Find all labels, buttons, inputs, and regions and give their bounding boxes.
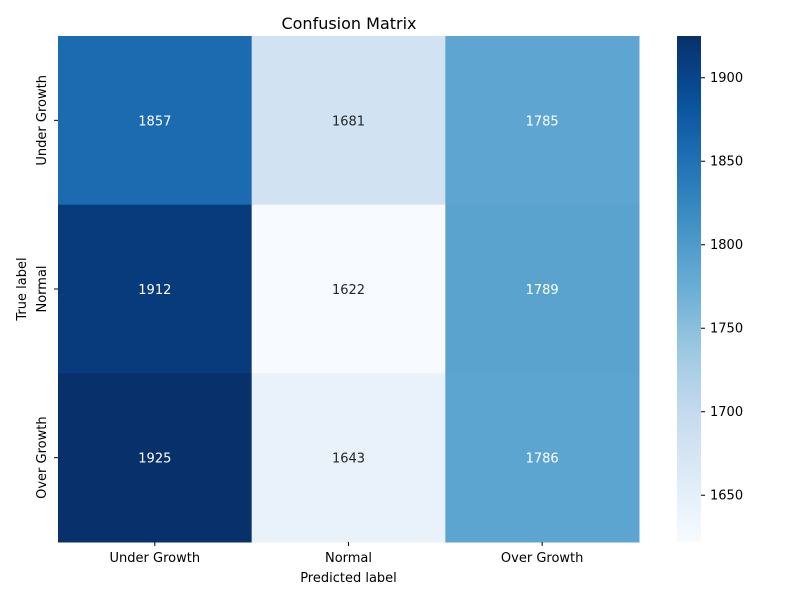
y-tick-label: Over Growth: [35, 416, 50, 498]
heatmap-cell: [251, 36, 446, 206]
heatmap-cells: [58, 36, 640, 543]
y-tick-label: Under Growth: [35, 75, 50, 166]
heatmap-cell-labels: 1857 1681 1785 1912 1622 1789 1925 1643 1786: [138, 114, 558, 466]
heatmap-cell: [445, 36, 640, 206]
heatmap-cell: [251, 373, 446, 543]
heatmap-cell: [445, 373, 640, 543]
heatmap-cell-value: 1925: [138, 452, 171, 467]
colorbar-tick-label: 1800: [710, 238, 743, 253]
colorbar-tick-label: 1900: [710, 71, 743, 86]
y-tick-label: Normal: [35, 265, 50, 312]
chart-title: Confusion Matrix: [281, 14, 416, 33]
y-axis: Under Growth Normal Over Growth: [35, 75, 58, 499]
heatmap-cell-value: 1857: [138, 114, 171, 129]
heatmap-cell-value: 1912: [138, 283, 171, 298]
colorbar-gradient: [677, 36, 701, 542]
colorbar-tick-label: 1650: [710, 489, 743, 504]
heatmap-cell-value: 1789: [526, 283, 559, 298]
heatmap-cell-value: 1785: [526, 114, 559, 129]
heatmap-cell-value: 1622: [332, 283, 365, 298]
x-axis-label: Predicted label: [300, 571, 397, 586]
heatmap-cell: [445, 204, 640, 374]
x-tick-label: Under Growth: [110, 551, 201, 566]
x-axis: Under Growth Normal Over Growth: [110, 542, 583, 566]
heatmap-cell: [58, 204, 253, 374]
heatmap-cell-value: 1786: [526, 452, 559, 467]
colorbar: 1650 1700 1750 1800 1850 1900: [677, 36, 743, 542]
colorbar-tick-label: 1700: [710, 405, 743, 420]
x-tick-label: Normal: [325, 551, 372, 566]
colorbar-tick-label: 1850: [710, 155, 743, 170]
heatmap-cell-value: 1681: [332, 114, 365, 129]
x-tick-label: Over Growth: [501, 551, 583, 566]
y-axis-label: True label: [15, 257, 30, 321]
heatmap-cell: [58, 373, 253, 543]
heatmap-cell: [251, 204, 446, 374]
colorbar-tick-label: 1750: [710, 322, 743, 337]
heatmap-cell-value: 1643: [332, 452, 365, 467]
heatmap-cell: [58, 36, 253, 206]
